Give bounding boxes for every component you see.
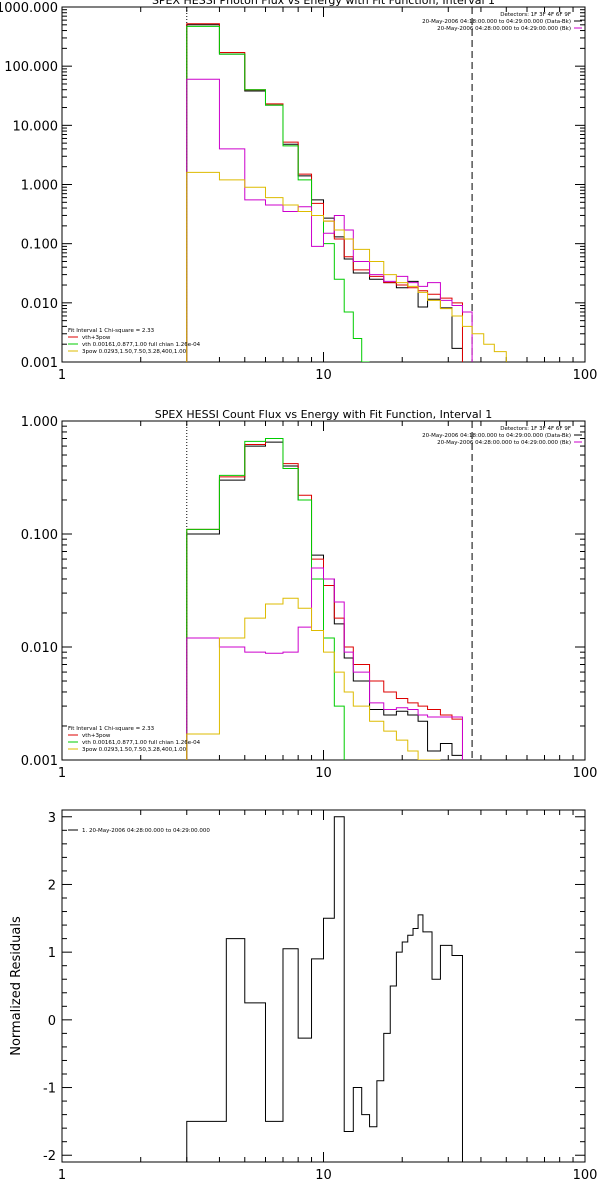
y-tick-label: 1: [48, 946, 56, 961]
legend-label: 3pow 0.0293,1.50,7.50,3.28,400,1.00: [82, 747, 187, 753]
x-axis: 1 10 100: [58, 7, 598, 383]
series-line-3: [186, 78, 473, 362]
y-tick-label: 3: [48, 811, 56, 826]
series-line-0: [186, 441, 463, 760]
series-line-0: [186, 816, 473, 1162]
y-axis: 0.001 0.010 0.100 1.000: [21, 415, 585, 769]
series-line-2: [186, 438, 345, 760]
series-group: [186, 438, 463, 760]
y-tick-label: 0.100: [21, 238, 58, 253]
series-group: [186, 816, 473, 1162]
legend-label: Fit Interval 1 Chi-square = 2.33: [68, 328, 155, 334]
x-tick-label: 100: [573, 1168, 598, 1183]
x-tick-label: 1: [58, 1168, 66, 1183]
y-tick-label: -2: [43, 1149, 56, 1164]
x-tick-label: 100: [573, 766, 598, 781]
y-tick-label: 2: [48, 878, 56, 893]
y-tick-label: 10.000: [13, 119, 59, 134]
chart-title: SPEX HESSI Photon Flux vs Energy with Fi…: [152, 0, 495, 7]
x-tick-label: 10: [315, 1168, 332, 1183]
legend-label: vth+3pow: [82, 733, 111, 739]
y-tick-label: 100.000: [4, 60, 58, 75]
x-axis: 1 10 100: [58, 421, 598, 781]
x-axis: 1 10 100: [58, 810, 598, 1183]
x-tick-label: 1: [58, 368, 66, 383]
y-axis-label: Normalized Residuals: [9, 916, 24, 1056]
legend-label: vth+3pow: [82, 335, 111, 341]
y-tick-label: 0.001: [21, 356, 58, 371]
legend-label: vth 0.00161,0.877,1.00 full chian 1.26e-…: [82, 342, 201, 348]
legend-label: Fit Interval 1 Chi-square = 2.33: [68, 726, 155, 732]
series-line-1: [186, 438, 463, 760]
y-axis: -2 -1 0 1 2 3: [43, 811, 585, 1164]
y-tick-label: 1.000: [21, 415, 58, 430]
series-line-2: [186, 25, 370, 362]
y-tick-label: 1000.000: [0, 1, 58, 16]
y-tick-label: 0.010: [21, 641, 58, 656]
header-text: 20-May-2006 04:18:00.000 to 04:29:00.000…: [422, 19, 571, 25]
chart-title: SPEX HESSI Count Flux vs Energy with Fit…: [155, 408, 492, 421]
header-text: 20-May-2006 04:28:00.000 to 04:29:00.000…: [437, 440, 571, 446]
legend-label: 3pow 0.0293,1.50,7.50,3.28,400,1.00: [82, 349, 187, 355]
series-group: [186, 23, 507, 362]
header-text: Detectors: 1F 3F 4F 6F 9F: [500, 12, 571, 18]
legend-label: vth 0.00161,0.877,1.00 full chian 1.26e-…: [82, 740, 201, 746]
y-tick-label: 0.100: [21, 528, 58, 543]
x-tick-label: 1: [58, 766, 66, 781]
y-tick-label: 0.001: [21, 754, 58, 769]
plot-frame: [61, 809, 586, 1163]
count-flux-panel: SPEX HESSI Count Flux vs Energy with Fit…: [21, 408, 598, 781]
series-line-1: [186, 23, 463, 362]
x-tick-label: 100: [573, 368, 598, 383]
y-axis: 0.001 0.010 0.100 1.000 10.000 100.000 1000.00…: [0, 1, 585, 371]
legend-label: 1. 20-May-2006 04:28:00.000 to 04:29:00.…: [82, 828, 210, 834]
header-text: 20-May-2006 04:18:00.000 to 04:29:00.000…: [422, 433, 571, 439]
photon-flux-panel: SPEX HESSI Photon Flux vs Energy with Fi…: [0, 0, 597, 383]
residuals-panel: 1 10 100 -2 -1 0 1 2 3 Normalized Residuals 1. 20-…: [9, 809, 598, 1183]
series-line-4: [186, 171, 507, 362]
y-tick-label: 1.000: [21, 179, 58, 194]
x-tick-label: 10: [315, 368, 332, 383]
series-line-4: [186, 597, 441, 760]
plot-frame: [61, 6, 586, 363]
y-tick-label: 0: [48, 1014, 56, 1029]
y-tick-label: 0.010: [21, 297, 58, 312]
header-text: Detectors: 1F 3F 4F 6F 9F: [500, 426, 571, 432]
series-line-3: [186, 567, 463, 760]
series-line-0: [186, 24, 463, 362]
header-text: 20-May-2006 04:28:00.000 to 04:29:00.000…: [437, 26, 571, 32]
y-tick-label: -1: [43, 1082, 56, 1097]
x-tick-label: 10: [315, 766, 332, 781]
